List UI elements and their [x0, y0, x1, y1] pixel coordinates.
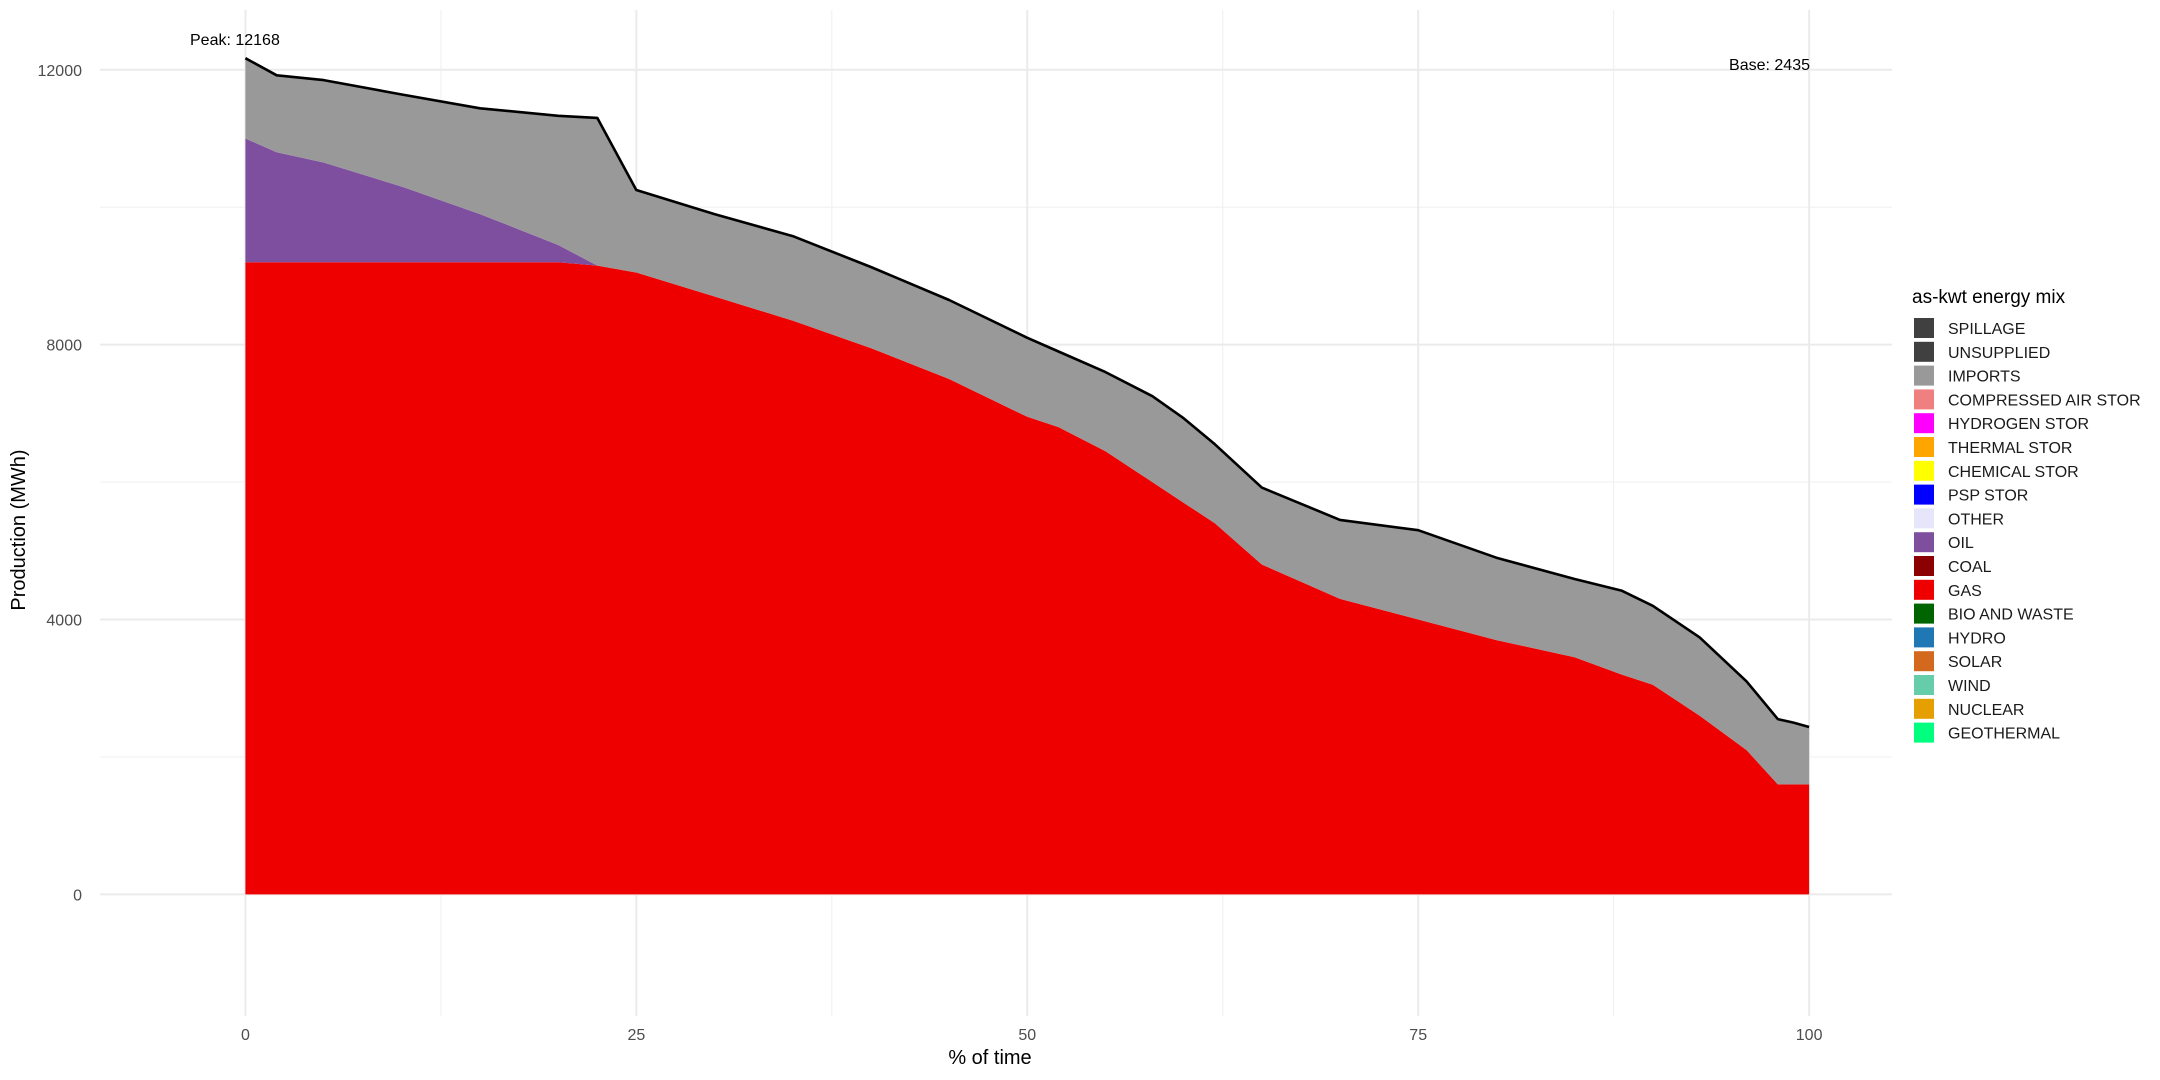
area-gas — [245, 262, 1810, 895]
area-oil — [245, 138, 1810, 785]
legend-label-geothermal: GEOTHERMAL — [1948, 726, 2060, 743]
x-tick-label: 50 — [1018, 1027, 1036, 1044]
y-tick-label: 4000 — [46, 613, 82, 630]
legend-key-chemical-stor — [1914, 460, 1934, 481]
legend-label-oil: OIL — [1948, 535, 1974, 552]
area-series — [245, 58, 1810, 895]
legend-label-unsupplied: UNSUPPLIED — [1948, 345, 2050, 362]
legend-key-solar — [1914, 651, 1934, 672]
legend-key-nuclear — [1914, 698, 1934, 719]
legend-label-thermal-stor: THERMAL STOR — [1948, 440, 2072, 457]
legend-title: as-kwt energy mix — [1912, 287, 2066, 308]
legend-label-compressed-air-stor: COMPRESSED AIR STOR — [1948, 392, 2141, 409]
legend-key-compressed-air-stor — [1914, 389, 1934, 410]
legend-label-chemical-stor: CHEMICAL STOR — [1948, 464, 2079, 481]
legend-label-spillage: SPILLAGE — [1948, 321, 2025, 338]
legend-label-gas: GAS — [1948, 583, 1982, 600]
legend-key-unsupplied — [1914, 341, 1934, 362]
axis-ticks: 0 25 50 75 100 0 4000 8000 12000 — [38, 63, 1823, 1044]
legend-key-hydro — [1914, 627, 1934, 648]
y-tick-label: 12000 — [38, 63, 83, 80]
legend: as-kwt energy mix SPILLAGE UNSUPPLIED IMPO… — [1912, 287, 2141, 743]
legend-label-hydrogen-stor: HYDROGEN STOR — [1948, 416, 2089, 433]
legend-key-imports — [1914, 365, 1934, 386]
legend-label-imports: IMPORTS — [1948, 369, 2021, 386]
base-annotation: Base: 2435 — [1729, 57, 1810, 74]
area-imports — [245, 58, 1810, 785]
total-line-group — [244, 57, 1810, 729]
y-axis-title: Production (MWh) — [8, 449, 30, 610]
legend-label-other: OTHER — [1948, 511, 2004, 528]
legend-label-coal: COAL — [1948, 559, 1992, 576]
x-tick-label: 100 — [1796, 1027, 1823, 1044]
legend-key-bio-and-waste — [1914, 603, 1934, 624]
legend-label-psp-stor: PSP STOR — [1948, 488, 2028, 505]
peak-annotation: Peak: 12168 — [190, 32, 280, 49]
legend-key-oil — [1914, 532, 1934, 553]
total-line — [244, 57, 1810, 729]
legend-key-hydrogen-stor — [1914, 413, 1934, 434]
legend-label-wind: WIND — [1948, 678, 1991, 695]
legend-label-hydro: HYDRO — [1948, 630, 2006, 647]
y-tick-label: 0 — [73, 887, 82, 904]
legend-label-solar: SOLAR — [1948, 654, 2002, 671]
legend-key-geothermal — [1914, 722, 1934, 743]
y-tick-label: 8000 — [46, 338, 82, 355]
x-tick-label: 25 — [627, 1027, 645, 1044]
legend-key-coal — [1914, 556, 1934, 576]
legend-key-gas — [1914, 579, 1934, 600]
legend-label-nuclear: NUCLEAR — [1948, 702, 2024, 719]
legend-key-other — [1914, 508, 1934, 529]
legend-label-bio-and-waste: BIO AND WASTE — [1948, 607, 2074, 624]
legend-key-spillage — [1914, 318, 1934, 338]
legend-key-wind — [1914, 675, 1934, 695]
x-tick-label: 75 — [1409, 1027, 1427, 1044]
legend-key-thermal-stor — [1914, 437, 1934, 457]
legend-key-psp-stor — [1914, 484, 1934, 505]
x-tick-label: 0 — [241, 1027, 250, 1044]
x-axis-title: % of time — [948, 1047, 1031, 1069]
